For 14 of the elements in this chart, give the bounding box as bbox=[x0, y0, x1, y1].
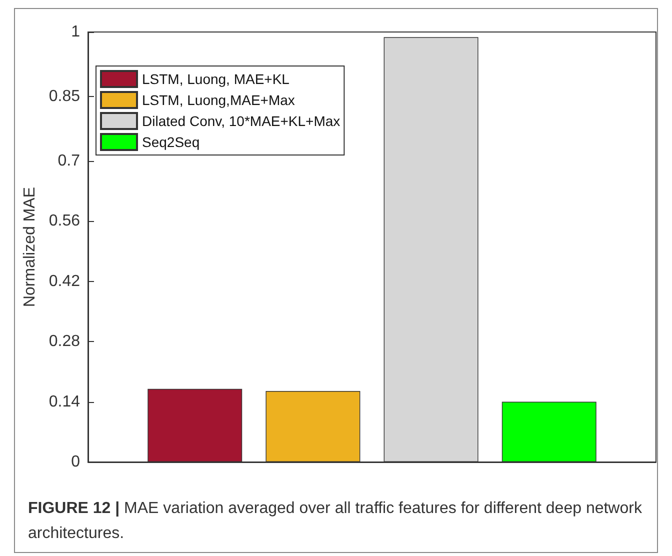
y-tick-label: 1 bbox=[71, 24, 80, 40]
y-tick-label: 0.7 bbox=[58, 152, 80, 170]
y-tick-label: 0.28 bbox=[48, 333, 80, 350]
y-tick-label: 0.85 bbox=[48, 88, 80, 105]
legend-label: Seq2Seq bbox=[142, 134, 200, 150]
legend-label: LSTM, Luong,MAE+Max bbox=[142, 92, 295, 108]
y-axis-title: Normalized MAE bbox=[21, 186, 38, 308]
y-tick-label: 0.56 bbox=[48, 212, 80, 230]
legend-label: Dilated Conv, 10*MAE+KL+Max bbox=[142, 113, 340, 129]
y-tick-label: 0.14 bbox=[48, 393, 80, 410]
caption: FIGURE 12 | MAE variation averaged over all traffic features for different deep network architectures. bbox=[28, 499, 643, 544]
legend-label: LSTM, Luong, MAE+KL bbox=[142, 71, 290, 87]
y-tick-label: 0.42 bbox=[48, 272, 80, 290]
y-tick-label: 0 bbox=[71, 454, 80, 470]
